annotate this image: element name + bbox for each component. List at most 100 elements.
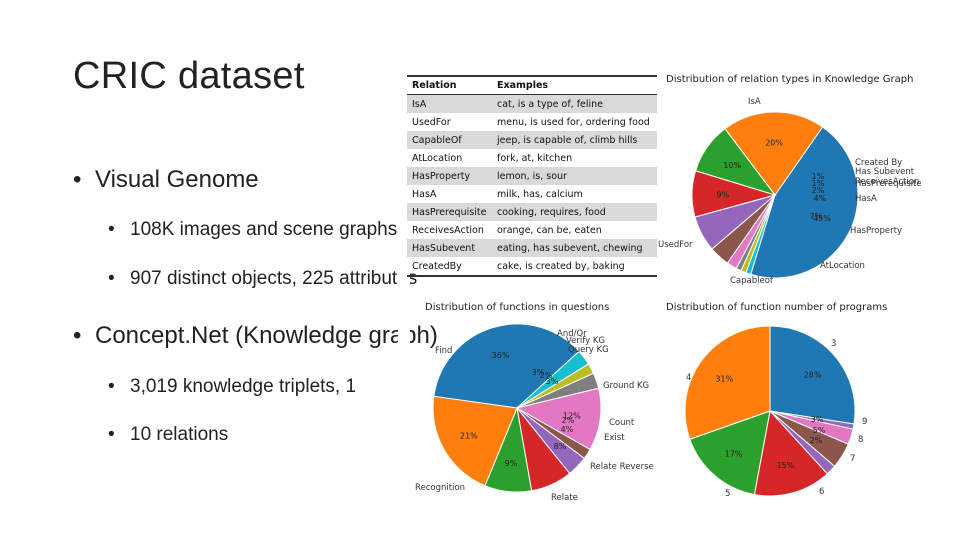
slice-percent-label: 12% bbox=[563, 412, 581, 421]
bullet-text: Concept.Net (Knowledge graph) bbox=[95, 322, 438, 349]
relation-cell: AtLocation bbox=[412, 152, 463, 164]
bullet-triplets: • 3,019 knowledge triplets, 1 bbox=[108, 376, 356, 398]
slice-category-label: Relate bbox=[551, 493, 578, 503]
bullet-conceptnet: • Concept.Net (Knowledge graph) bbox=[73, 322, 438, 350]
slice-percent-label: 20% bbox=[765, 139, 783, 148]
slice-percent-label: 10% bbox=[723, 161, 741, 170]
slice-category-label: IsA bbox=[748, 97, 761, 107]
pie-slice bbox=[689, 410, 771, 496]
slice-category-label: 3 bbox=[831, 339, 836, 349]
slice-percent-label: 36% bbox=[492, 351, 510, 360]
bullet-dot: • bbox=[73, 322, 82, 349]
relation-cell: ReceivesAction bbox=[412, 224, 484, 236]
slice-percent-label: 2% bbox=[540, 371, 553, 380]
relation-types-pie-chart: Distribution of relation types in Knowle… bbox=[658, 74, 922, 286]
slice-category-label: Query KG bbox=[568, 345, 609, 355]
relation-table-header: Relation Examples bbox=[407, 75, 657, 95]
slice-category-label: Verify KG bbox=[566, 336, 605, 346]
pie-slice bbox=[515, 387, 602, 451]
slice-percent-label: 2% bbox=[812, 186, 825, 195]
relation-table: Relation Examples IsA cat, is a type of, … bbox=[407, 75, 657, 277]
slice-category-label: 7 bbox=[850, 454, 855, 464]
function-number-pie-chart: Distribution of function number of progr… bbox=[666, 302, 887, 499]
relation-cell: CreatedBy bbox=[407, 257, 492, 277]
example-cell: fork, at, kitchen bbox=[497, 152, 573, 164]
pie-slice bbox=[724, 111, 824, 196]
slice-category-label: 4 bbox=[686, 373, 691, 383]
slice-percent-label: 1% bbox=[812, 172, 825, 181]
slice-category-label: 6 bbox=[819, 487, 824, 497]
slice-percent-label: 15% bbox=[776, 461, 794, 470]
example-cell: lemon, is, sour bbox=[492, 167, 657, 185]
table-row: HasPrerequisite cooking, requires, food bbox=[407, 203, 657, 221]
relation-cell: HasProperty bbox=[407, 167, 492, 185]
bullet-text: 10 relations bbox=[130, 424, 229, 445]
bullet-dot: • bbox=[108, 376, 115, 397]
bullet-text: Visual Genome bbox=[95, 166, 259, 193]
bullet-dot: • bbox=[73, 166, 82, 193]
slice-category-label: And/Or bbox=[557, 329, 587, 339]
slice-percent-label: 45% bbox=[813, 214, 831, 223]
bullet-dot: • bbox=[108, 268, 115, 289]
slice-percent-label: 9% bbox=[716, 190, 729, 199]
bullet-visual-genome: • Visual Genome bbox=[73, 166, 259, 194]
slice-percent-label: 7% bbox=[810, 212, 823, 221]
slice-category-label: Exist bbox=[604, 433, 625, 443]
slice-category-label: Has Subevent bbox=[855, 167, 915, 177]
slice-category-label: 9 bbox=[862, 417, 867, 427]
slice-category-label: Find bbox=[435, 346, 452, 356]
relation-cell: IsA bbox=[407, 94, 492, 113]
slice-category-label: Count bbox=[609, 418, 635, 428]
relation-cell: HasA bbox=[412, 188, 437, 200]
example-cell: orange, can be, eaten bbox=[497, 224, 602, 236]
slice-percent-label: 9% bbox=[505, 459, 518, 468]
example-cell: menu, is used for, ordering food bbox=[497, 116, 650, 128]
table-row: IsA cat, is a type of, feline bbox=[407, 94, 657, 113]
table-row: HasProperty lemon, is, sour bbox=[407, 167, 657, 185]
slice-percent-label: 31% bbox=[715, 375, 733, 384]
slice-percent-label: 3% bbox=[811, 415, 824, 424]
example-cell: jeep, is capable of, climb hills bbox=[492, 131, 657, 149]
slice-category-label: Capableof bbox=[730, 276, 774, 286]
functions-pie-chart: Distribution of functions in questions 36… bbox=[415, 302, 654, 503]
slice-percent-label: 4% bbox=[561, 425, 574, 434]
slice-percent-label: 21% bbox=[460, 432, 478, 441]
table-row: AtLocation fork, at, kitchen bbox=[407, 149, 657, 167]
relation-cell: HasPrerequisite bbox=[407, 203, 492, 221]
slice-percent-label: 5% bbox=[813, 426, 826, 435]
header-relation: Relation bbox=[407, 75, 492, 95]
pie-slice bbox=[433, 323, 580, 409]
pie-slice bbox=[750, 126, 859, 279]
slice-category-label: Relate Reverse bbox=[590, 462, 654, 472]
bullet-images: • 108K images and scene graphs bbox=[108, 219, 397, 241]
example-cell: cooking, requires, food bbox=[492, 203, 657, 221]
slice-category-label: ReceivesAction bbox=[855, 177, 919, 187]
slice-category-label: AtLocation bbox=[820, 261, 865, 271]
chart-title: Distribution of function number of progr… bbox=[666, 302, 887, 313]
table-row: ReceivesAction orange, can be, eaten bbox=[407, 221, 657, 239]
slice-percent-label: 2% bbox=[562, 416, 575, 425]
slice-percent-label: 17% bbox=[725, 450, 743, 459]
slice-percent-label: 3% bbox=[532, 368, 545, 377]
chart-title: Distribution of functions in questions bbox=[425, 302, 609, 313]
slice-percent-label: 4% bbox=[814, 194, 827, 203]
bullet-text: 108K images and scene graphs bbox=[130, 219, 398, 240]
slice-category-label: UsedFor bbox=[658, 240, 693, 250]
relation-cell: UsedFor bbox=[412, 116, 451, 128]
slice-category-label: HasProperty bbox=[850, 226, 902, 236]
slice-category-label: HasPrerequisite bbox=[855, 179, 922, 189]
slice-percent-label: 1% bbox=[812, 179, 825, 188]
pie-slice bbox=[432, 395, 518, 487]
slice-category-label: 5 bbox=[725, 489, 730, 499]
bullet-dot: • bbox=[108, 424, 115, 445]
relation-cell: HasSubevent bbox=[407, 239, 492, 257]
pie-slice bbox=[684, 325, 771, 440]
relation-cell: CapableOf bbox=[407, 131, 492, 149]
table-row: CreatedBy cake, is created by, baking bbox=[407, 257, 657, 277]
slice-percent-label: 28% bbox=[804, 371, 822, 380]
bullet-objects: • 907 distinct objects, 225 attributes bbox=[108, 268, 417, 290]
bullet-text: 3,019 knowledge triplets, 1 bbox=[130, 376, 357, 397]
pie-slice bbox=[769, 325, 856, 425]
example-cell: cat, is a type of, feline bbox=[492, 94, 657, 113]
